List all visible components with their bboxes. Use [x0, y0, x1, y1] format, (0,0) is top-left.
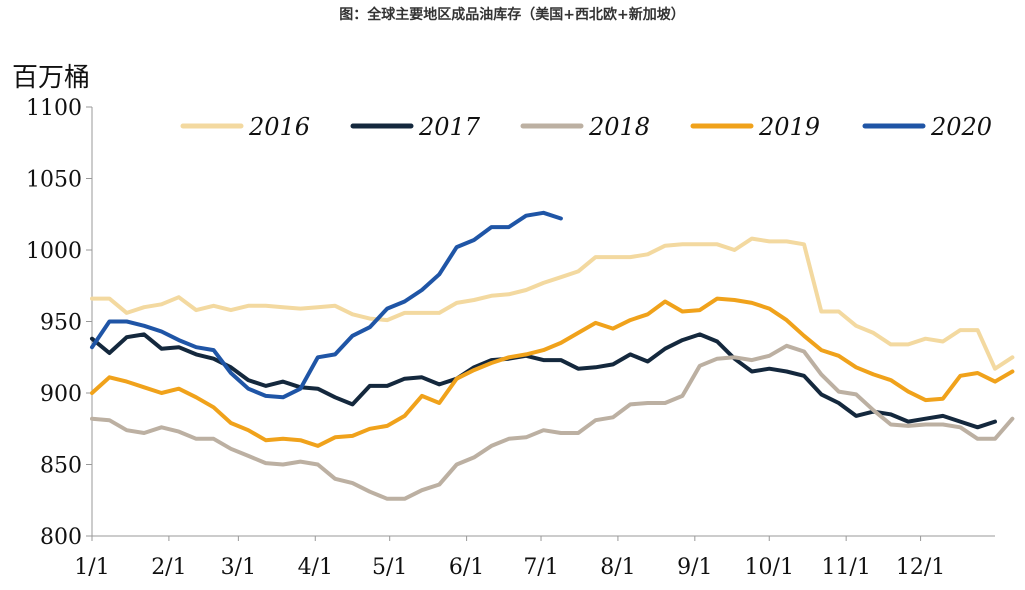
- y-tick-label: 950: [40, 311, 82, 336]
- y-tick-label: 850: [40, 454, 82, 479]
- x-tick-label: 10/1: [745, 555, 794, 580]
- legend-label-2016: 2016: [248, 113, 310, 141]
- y-tick-label: 1000: [26, 239, 82, 264]
- series-line-2018: [90, 343, 1015, 501]
- legend-label-2018: 2018: [588, 113, 650, 141]
- x-tick-label: 5/1: [372, 555, 407, 580]
- x-tick-label: 9/1: [677, 555, 712, 580]
- x-tick-label: 4/1: [298, 555, 333, 580]
- y-axis-unit-label: 百万桶: [12, 63, 90, 93]
- y-tick-label: 1100: [26, 96, 82, 121]
- x-tick-label: 7/1: [523, 555, 558, 580]
- legend-label-2017: 2017: [418, 113, 481, 141]
- x-tick-label: 11/1: [821, 555, 870, 580]
- chart-title: 图：全球主要地区成品油库存（美国+西北欧+新加坡）: [339, 6, 684, 23]
- x-tick-label: 8/1: [600, 555, 635, 580]
- x-tick-label: 6/1: [449, 555, 484, 580]
- series-line-2020: [90, 210, 563, 400]
- x-tick-label: 3/1: [221, 555, 256, 580]
- legend: 2016 2017 2018 2019 2020: [180, 113, 992, 141]
- series-line-2019: [90, 296, 1015, 448]
- x-tick-label: 1/1: [74, 555, 109, 580]
- series-line-2017: [90, 332, 997, 430]
- axes: 800 850 900 950 1000 1050 1100 1/1 2/1 3/1 4/1 5/1 6…: [26, 96, 995, 580]
- y-tick-label: 1050: [26, 168, 82, 193]
- series-line-2016: [90, 236, 1015, 371]
- legend-label-2019: 2019: [758, 113, 820, 141]
- legend-label-2020: 2020: [930, 113, 992, 141]
- series-layer: [90, 210, 1015, 501]
- y-tick-label: 900: [40, 382, 82, 407]
- x-tick-label: 12/1: [896, 555, 945, 580]
- x-tick-label: 2/1: [151, 555, 186, 580]
- y-tick-label: 800: [40, 525, 82, 550]
